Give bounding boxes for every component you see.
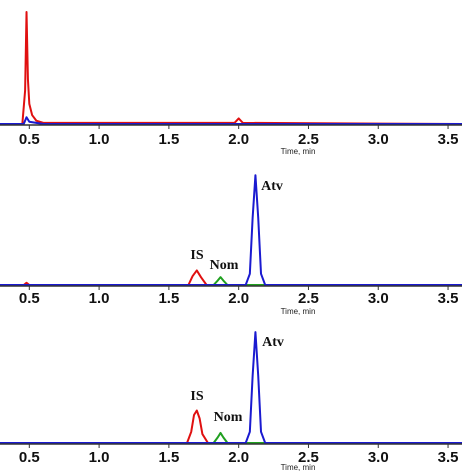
x-tick-label: 2.5 <box>298 449 319 466</box>
x-tick-label: 1.5 <box>158 290 179 307</box>
x-axis-label: Time, min <box>281 147 316 156</box>
x-tick-label: 3.5 <box>438 290 459 307</box>
trace <box>0 409 462 444</box>
x-tick-label: 3.0 <box>368 131 389 148</box>
x-tick-label: 0.5 <box>19 131 40 148</box>
x-tick-label: 2.5 <box>298 290 319 307</box>
x-axis-label: Time, min <box>281 307 316 316</box>
x-tick-label: 1.0 <box>89 290 110 307</box>
x-tick-label: 3.5 <box>438 131 459 148</box>
x-tick-label: 0.5 <box>19 290 40 307</box>
peak-label: Atv <box>262 335 284 350</box>
trace <box>0 276 462 286</box>
trace <box>0 331 462 444</box>
peak-label: IS <box>190 248 203 263</box>
x-tick-label: 0.5 <box>19 449 40 466</box>
x-tick-label: 1.0 <box>89 449 110 466</box>
x-axis-label: Time, min <box>281 463 316 472</box>
x-tick-label: 1.0 <box>89 131 110 148</box>
x-tick-label: 2.0 <box>228 290 249 307</box>
x-tick-label: 3.0 <box>368 449 389 466</box>
trace <box>0 11 463 125</box>
x-tick-label: 2.0 <box>228 131 249 148</box>
peak-label: Nom <box>214 410 243 425</box>
x-tick-label: 3.5 <box>438 449 459 466</box>
trace <box>0 116 462 125</box>
trace <box>0 174 462 286</box>
x-tick-label: 1.5 <box>158 131 179 148</box>
peak-label: Nom <box>210 258 239 273</box>
x-tick-label: 1.5 <box>158 449 179 466</box>
x-tick-label: 2.0 <box>228 449 249 466</box>
peak-label: Atv <box>261 179 283 194</box>
x-tick-label: 3.0 <box>368 290 389 307</box>
x-tick-label: 2.5 <box>298 131 319 148</box>
trace <box>0 269 462 286</box>
trace <box>0 431 462 444</box>
peak-label: IS <box>190 389 203 404</box>
